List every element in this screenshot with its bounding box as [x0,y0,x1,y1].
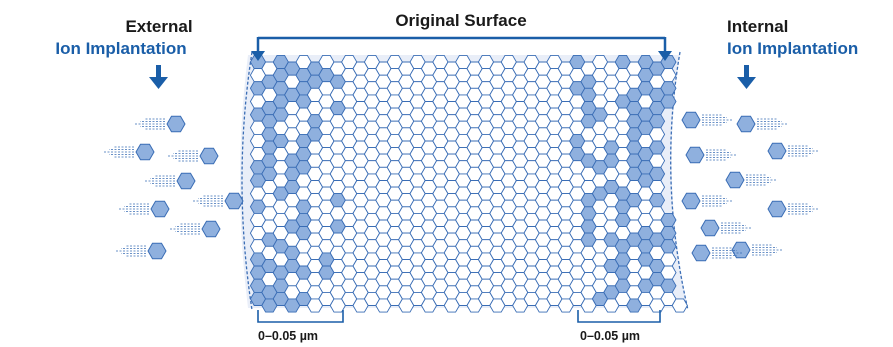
implanted-ion-cell [660,226,677,241]
right-surface-edge [670,51,689,311]
hexagon-ion-icon [685,146,736,164]
lattice-cell [648,180,666,195]
hexagon-ion-icon [681,111,732,129]
lattice-cell [660,265,677,280]
down-arrow-icon [658,51,672,61]
hexagon-ion-icon [170,220,221,238]
lattice-cell [660,252,677,267]
implanted-ion-cell [660,94,677,109]
hexagon-ion-icon [731,241,782,259]
implanted-ion-cell [660,212,677,227]
hexagon-ion-icon [736,115,787,133]
lattice-cell [660,68,677,83]
internal-ion-implantation-label: Ion Implantation [727,39,858,58]
depth-bracket-right [577,310,661,323]
hexagon-ion-icon [691,244,742,262]
hexagon-ion-icon [119,200,170,218]
depth-label-right: 0–0.05 µm [580,329,640,343]
depth-label-left: 0–0.05 µm [258,329,318,343]
implanted-ion-cell [660,278,677,293]
hexagon-ion-icon [104,143,155,161]
implanted-ion-cell [660,81,677,96]
implanted-ion-cell [660,239,677,254]
depth-bracket-left [257,310,344,323]
down-arrow-icon [149,65,168,89]
down-arrow-icon [251,51,265,61]
implanted-ion-cell [648,140,666,155]
external-ion-implantation-label: Ion Implantation [55,39,186,58]
implanted-ion-cell [648,193,666,208]
hexagon-ion-icon [681,192,732,210]
hexagon-ion-icon [193,192,244,210]
hexagonal-lattice [249,54,688,313]
ion-streams [104,111,818,262]
implanted-ion-cell [648,166,666,181]
internal-label: Internal [727,17,788,36]
hexagon-ion-icon [168,147,219,165]
left-surface-edge [241,51,253,311]
hexagon-ion-icon [725,171,776,189]
original-surface-label: Original Surface [395,11,526,30]
lattice-cell [648,153,666,168]
hexagon-ion-icon [135,115,186,133]
original-surface-bracket [251,36,672,61]
down-arrow-icon [737,65,756,89]
lattice-cell [671,298,688,313]
hexagon-ion-icon [116,242,167,260]
hexagon-ion-icon [767,200,818,218]
hexagon-ion-icon [767,142,818,160]
hexagon-ion-icon [145,172,196,190]
implanted-ion-cell [648,114,666,129]
lattice-cell [648,127,666,142]
hexagon-ion-icon [700,219,751,237]
external-label: External [125,17,192,36]
